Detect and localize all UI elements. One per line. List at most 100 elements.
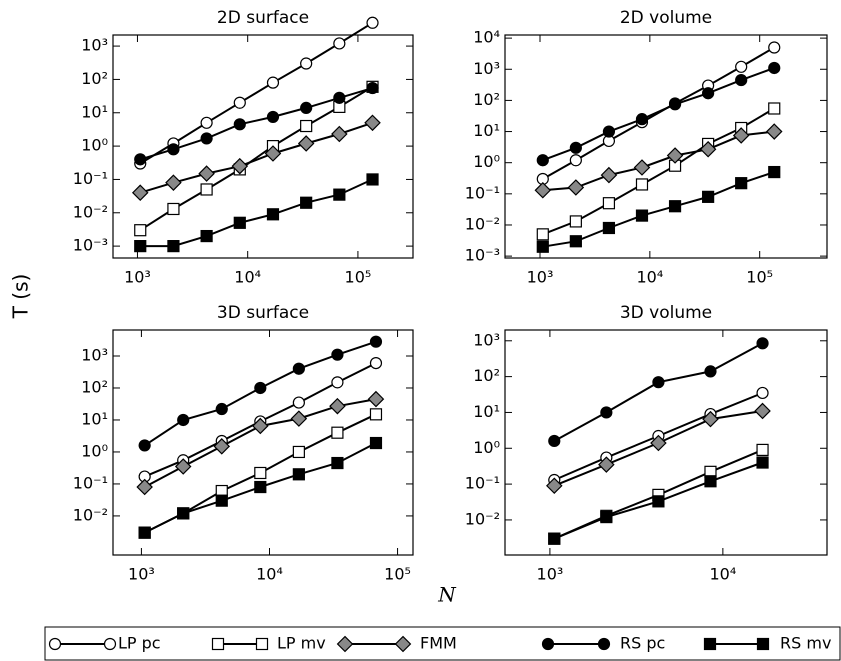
marker	[366, 173, 379, 186]
marker	[600, 510, 613, 524]
marker	[536, 240, 549, 253]
marker	[367, 390, 385, 408]
chart-title: 3D volume	[620, 303, 712, 323]
marker	[765, 123, 783, 140]
marker	[292, 445, 305, 459]
marker	[134, 153, 147, 166]
marker	[366, 81, 379, 95]
chart-title: 2D volume	[620, 8, 712, 28]
marker	[650, 434, 667, 452]
marker	[213, 438, 231, 455]
marker	[292, 396, 305, 409]
marker	[331, 376, 344, 389]
marker	[134, 224, 147, 237]
y-tick-label: 10⁰	[81, 441, 108, 460]
marker	[138, 439, 151, 452]
y-tick-label: 10¹	[81, 409, 108, 428]
marker	[600, 406, 613, 419]
marker	[331, 426, 344, 439]
y-tick-label: 10⁰	[473, 438, 500, 457]
legend-marker	[336, 635, 354, 653]
x-tick-label: 10⁵	[746, 268, 773, 287]
y-tick-label: 10³	[473, 330, 500, 349]
legend-marker	[756, 637, 770, 651]
marker	[732, 127, 750, 144]
marker	[702, 87, 715, 100]
marker	[546, 477, 563, 495]
marker	[602, 221, 616, 235]
x-tick-label: 10⁴	[636, 268, 663, 287]
marker	[756, 443, 769, 457]
marker	[569, 235, 582, 248]
marker	[534, 182, 552, 199]
legend-marker	[703, 637, 717, 651]
marker	[699, 140, 717, 158]
x-tick-label: 10³	[128, 565, 155, 584]
marker	[333, 188, 346, 201]
marker	[369, 436, 383, 450]
legend-marker	[48, 637, 62, 651]
y-tick-label: 10¹	[81, 102, 108, 121]
legend-marker	[255, 637, 269, 651]
marker	[167, 240, 180, 253]
y-tick-label: 10⁻²	[73, 202, 108, 221]
marker	[602, 125, 616, 138]
marker	[633, 159, 651, 176]
marker	[635, 113, 649, 126]
marker	[366, 16, 379, 29]
marker	[233, 216, 246, 229]
marker	[292, 362, 305, 375]
marker	[331, 456, 344, 470]
marker	[300, 57, 313, 70]
legend-label: FMM	[420, 634, 457, 653]
marker	[200, 116, 213, 129]
marker	[652, 376, 665, 389]
marker	[290, 410, 308, 427]
marker	[652, 495, 665, 508]
y-tick-label: 10⁻²	[73, 505, 108, 524]
marker	[768, 102, 781, 115]
marker	[138, 526, 151, 539]
x-tick-label: 10⁴	[234, 268, 261, 287]
y-tick-label: 10⁻²	[465, 214, 500, 233]
legend-marker	[211, 637, 225, 651]
marker	[548, 434, 561, 448]
y-tick-label: 10²	[81, 377, 108, 396]
y-tick-label: 10⁻¹	[73, 169, 108, 188]
marker	[754, 402, 771, 420]
legend-label: LP mv	[277, 634, 326, 653]
marker	[369, 408, 383, 421]
y-tick-label: 10⁻¹	[73, 473, 108, 492]
marker	[215, 494, 228, 507]
marker	[569, 215, 582, 228]
y-tick-label: 10⁻³	[73, 236, 108, 255]
marker	[598, 456, 615, 473]
marker	[252, 417, 269, 435]
marker	[364, 114, 381, 132]
x-tick-label: 10⁵	[345, 268, 372, 287]
marker	[702, 190, 715, 203]
marker	[668, 200, 682, 213]
legend-label: LP pc	[118, 634, 161, 653]
y-tick-label: 10¹	[473, 402, 500, 421]
x-tick-label: 10⁴	[256, 565, 283, 584]
marker	[254, 480, 267, 494]
y-tick-label: 10⁴	[473, 28, 500, 47]
x-tick-label: 10³	[537, 565, 564, 584]
legend-marker	[541, 637, 555, 651]
plot-frame	[504, 34, 828, 259]
marker	[702, 410, 719, 428]
marker	[165, 174, 182, 191]
plot-frame	[112, 329, 414, 556]
y-tick-label: 10³	[473, 59, 500, 78]
marker	[200, 132, 213, 145]
marker	[200, 183, 213, 196]
marker	[536, 228, 549, 241]
marker	[292, 468, 305, 481]
marker	[131, 184, 149, 201]
marker	[177, 413, 190, 427]
marker	[602, 197, 616, 210]
marker	[329, 397, 346, 415]
marker	[735, 60, 748, 73]
